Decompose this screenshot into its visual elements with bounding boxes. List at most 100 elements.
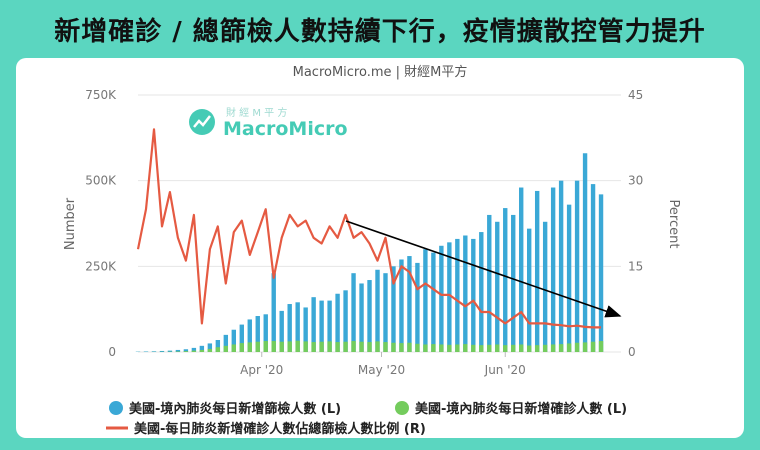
tests-bar xyxy=(367,280,372,352)
cases-bar xyxy=(367,342,372,352)
cases-bar xyxy=(534,345,540,352)
x-tick-label: May '20 xyxy=(358,363,405,377)
cases-bar xyxy=(447,344,452,352)
cases-bar xyxy=(391,342,396,352)
tests-bar xyxy=(447,242,452,352)
y-axis-title: Number xyxy=(63,197,78,250)
macromicro-logo-icon xyxy=(189,109,215,135)
legend-cases-label: 美國-境內肺炎每日新增確診人數 (L) xyxy=(415,401,627,417)
legend-ratio-label: 美國-每日肺炎新增確診人數佔總篩檢人數比例 (R) xyxy=(134,421,426,437)
tests-bar xyxy=(495,221,500,352)
tests-bar xyxy=(343,290,348,352)
cases-bar xyxy=(287,341,292,352)
tests-bar xyxy=(511,214,516,352)
ratio-line-series xyxy=(136,128,601,329)
macromicro-watermark: 財 經 M 平 方 MacroMicro xyxy=(189,106,348,140)
cases-bar xyxy=(415,343,420,352)
x-tick-label: Apr '20 xyxy=(240,363,283,377)
y2-tick-label: 0 xyxy=(628,345,636,359)
y2-axis-title: Percent xyxy=(666,200,681,249)
tests-bar xyxy=(582,153,588,352)
source-credit: MacroMicro.me | 財經M平方 xyxy=(293,64,468,80)
cases-bar xyxy=(574,342,580,352)
trend-arrow xyxy=(345,220,622,318)
tests-bar xyxy=(207,343,213,352)
tests-bar xyxy=(303,307,308,352)
cases-bar xyxy=(175,351,181,352)
tests-bar xyxy=(463,235,468,352)
cases-bar xyxy=(239,343,244,352)
legend-tests-swatch xyxy=(109,401,123,415)
tests-bar xyxy=(439,245,444,352)
tests-bar xyxy=(526,228,532,352)
cases-bar xyxy=(431,344,436,352)
y2-tick-label: 15 xyxy=(628,259,643,273)
cases-bar xyxy=(566,343,572,352)
cases-bar xyxy=(487,344,492,352)
tests-bar xyxy=(255,316,260,352)
tests-bar xyxy=(431,252,436,352)
tests-bar xyxy=(534,190,540,352)
logo-trend-glyph xyxy=(193,115,211,128)
y-tick-label: 0 xyxy=(108,345,116,359)
cases-bar xyxy=(598,341,604,352)
tests-bar xyxy=(295,302,300,352)
cases-bar xyxy=(183,351,189,352)
tests-bar xyxy=(287,304,292,352)
cases-bar xyxy=(335,342,340,352)
cases-bar xyxy=(295,340,300,352)
cases-bar xyxy=(511,344,516,352)
cases-bar xyxy=(223,345,229,352)
tests-bar xyxy=(487,214,492,352)
tests-bar xyxy=(574,180,580,352)
tests-bar xyxy=(375,269,380,352)
tests-bar xyxy=(479,232,484,352)
cases-bar xyxy=(319,341,324,352)
y2-tick-label: 45 xyxy=(628,88,643,102)
watermark-brand: MacroMicro xyxy=(223,118,348,140)
y2-tick-label: 30 xyxy=(628,174,643,188)
cases-bar xyxy=(558,344,564,352)
cases-bar xyxy=(215,347,221,352)
tests-bar xyxy=(183,349,189,352)
tests-bar xyxy=(279,310,284,352)
cases-bar xyxy=(423,344,428,352)
chart-panel: MacroMicro.me | 財經M平方 財 經 M 平 方 MacroMic… xyxy=(16,58,744,438)
ratio-line xyxy=(136,128,601,329)
headline: 新增確診 / 總篩檢人數持續下行，疫情擴散控管力提升 xyxy=(54,16,706,47)
tests-bar xyxy=(590,184,596,352)
cases-bar xyxy=(455,344,460,352)
tests-bar xyxy=(175,349,181,352)
y-tick-label: 250K xyxy=(85,259,117,273)
chart-svg: MacroMicro.me | 財經M平方 財 經 M 平 方 MacroMic… xyxy=(63,64,681,437)
tests-bar xyxy=(319,300,324,352)
tests-bar xyxy=(231,329,236,352)
tests-bar xyxy=(327,300,332,352)
tests-bar xyxy=(471,238,476,352)
cases-bar xyxy=(479,345,484,352)
watermark-tagline: 財 經 M 平 方 xyxy=(226,106,287,119)
tests-bar xyxy=(566,204,572,352)
tests-bar xyxy=(151,351,157,352)
cases-bar xyxy=(271,341,276,352)
cases-bar xyxy=(343,341,348,352)
cases-bar xyxy=(327,341,332,352)
legend: 美國-境內肺炎每日新增篩檢人數 (L) 美國-境內肺炎每日新增確診人數 (L) … xyxy=(106,401,627,437)
tests-bar xyxy=(399,259,404,352)
tests-bar xyxy=(391,266,396,352)
tests-bar-series xyxy=(135,153,604,352)
tests-bar xyxy=(383,273,388,352)
cases-bar xyxy=(590,341,596,352)
tests-bar xyxy=(542,221,548,352)
tests-bar xyxy=(550,187,556,352)
cases-bar xyxy=(311,342,316,352)
tests-bar xyxy=(271,273,276,352)
cases-bar xyxy=(471,344,476,352)
cases-bar xyxy=(495,344,500,352)
cases-bar xyxy=(303,341,308,352)
cases-bar xyxy=(463,344,468,352)
cases-bar xyxy=(231,344,236,352)
cases-bar xyxy=(550,344,556,352)
tests-bar xyxy=(311,297,316,352)
